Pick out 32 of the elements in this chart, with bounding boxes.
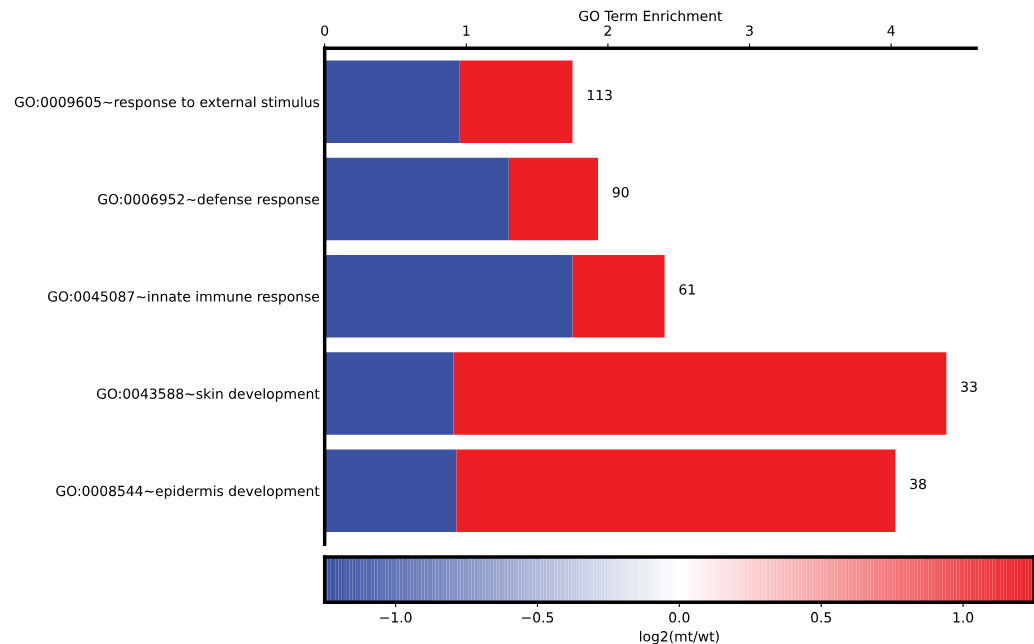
x-tick-label: 0: [321, 25, 329, 36]
color-bar-label: 0.5: [811, 612, 832, 623]
y-tick-label: GO:0043588~skin development: [96, 388, 320, 402]
bar: [324, 352, 454, 435]
color-bar-label: −0.5: [522, 612, 554, 623]
color-bar-label: −1.0: [380, 612, 412, 623]
annotation: 33: [961, 381, 977, 392]
x-tick-label: 1: [463, 25, 470, 36]
bar: [456, 449, 896, 533]
y-tick-label: GO:0006952~defense response: [98, 193, 320, 208]
bar: [459, 60, 573, 144]
y-tick-label: GO:0008544~epidermis development: [56, 485, 320, 499]
bar: [324, 60, 460, 144]
bar: [572, 254, 665, 338]
color-bar-title: log2(mt/wt): [639, 630, 719, 644]
bar: [324, 449, 457, 533]
x-tick-label: 4: [887, 25, 895, 36]
bar: [453, 352, 947, 435]
bar: [324, 157, 509, 241]
annotation: 61: [679, 284, 695, 295]
x-axis-title: GO Term Enrichment: [579, 10, 723, 22]
y-tick-label: GO:0009605~response to external stimulus: [14, 96, 320, 110]
bar: [508, 157, 598, 241]
color-bar-label: 0.0: [669, 612, 690, 623]
annotation: 113: [587, 89, 612, 101]
color-bar-label: 1.0: [953, 612, 974, 623]
bar: [324, 254, 573, 338]
x-tick-label: 3: [746, 25, 753, 36]
annotation: 38: [910, 478, 926, 490]
x-tick-label: 2: [604, 25, 611, 36]
annotation: 90: [612, 186, 629, 198]
y-tick-label: GO:0045087~innate immune response: [48, 290, 320, 305]
